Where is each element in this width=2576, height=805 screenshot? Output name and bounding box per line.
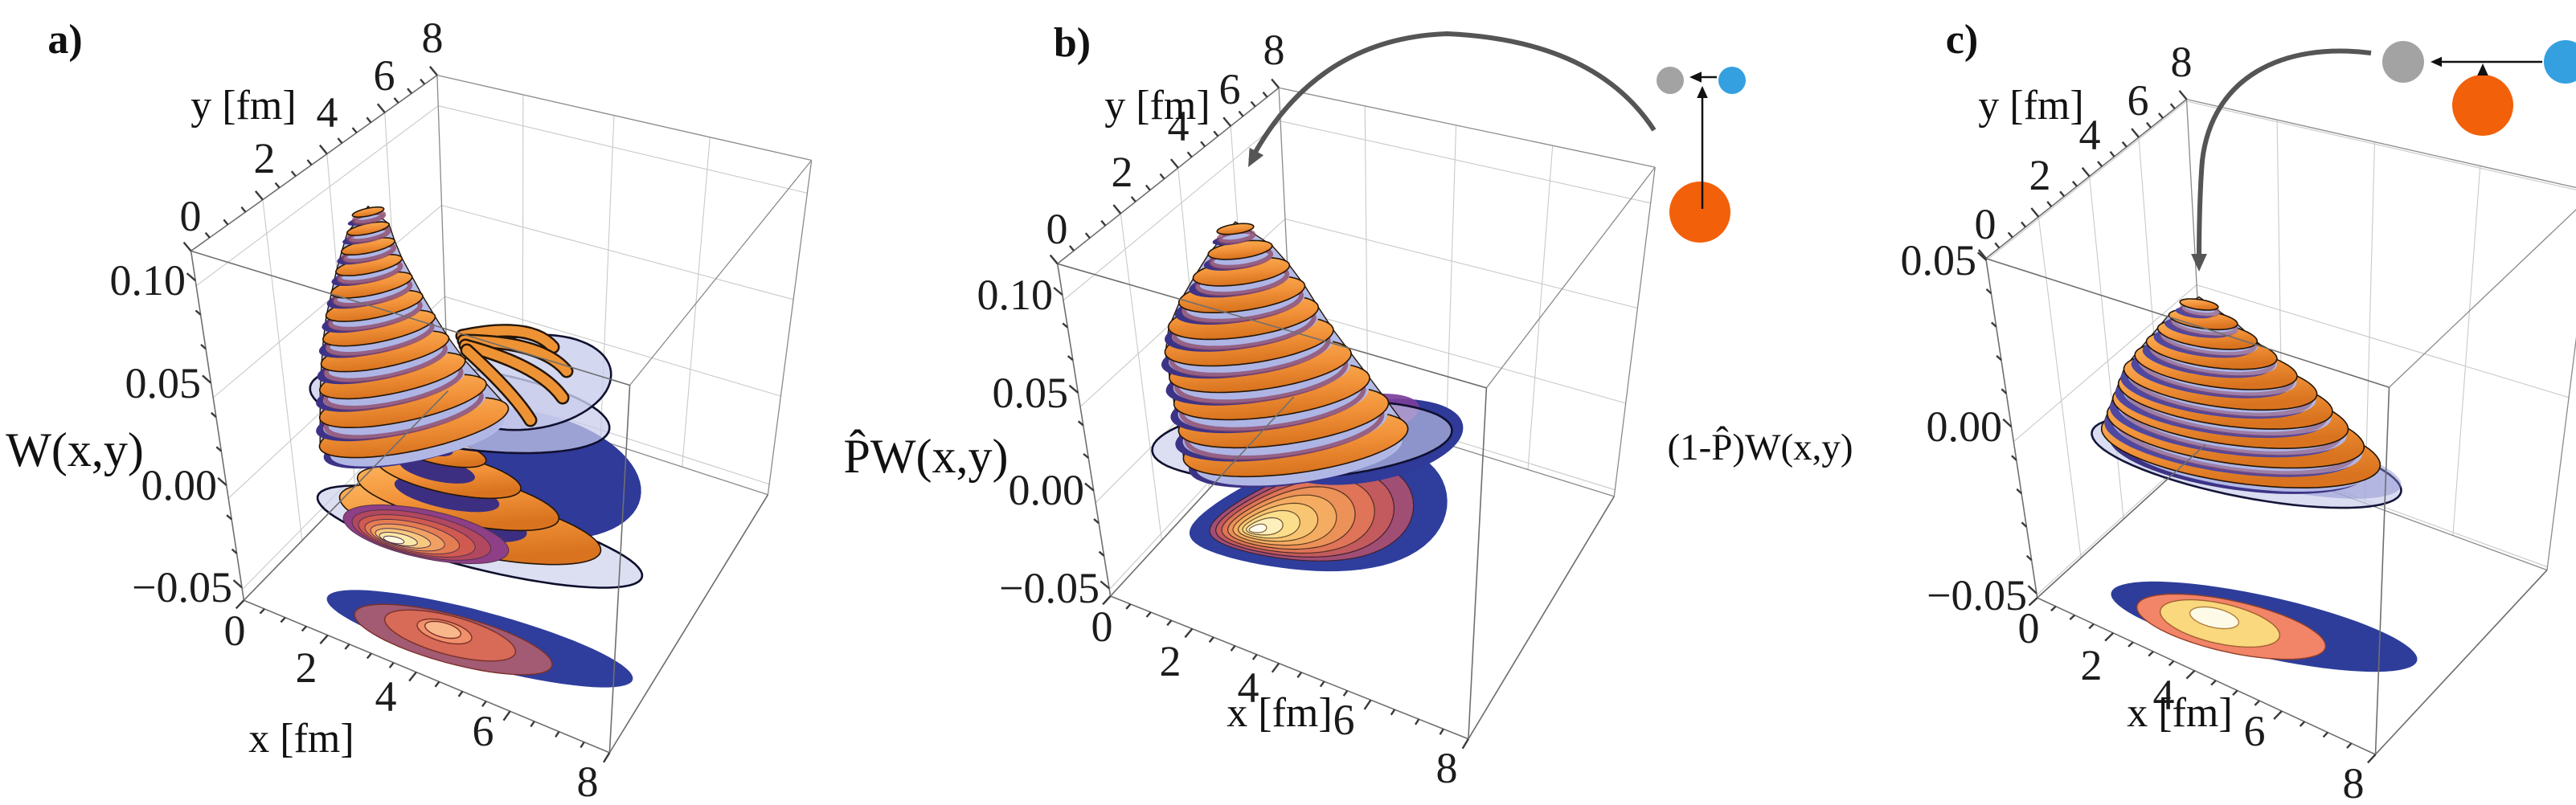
svg-text:0.10: 0.10 <box>110 256 186 304</box>
svg-text:0: 0 <box>1046 205 1068 253</box>
svg-text:4: 4 <box>375 672 397 721</box>
svg-text:c): c) <box>1946 17 1978 63</box>
svg-text:0: 0 <box>180 192 202 240</box>
svg-text:8: 8 <box>1436 744 1458 792</box>
svg-text:8: 8 <box>1263 26 1285 74</box>
svg-text:2: 2 <box>1160 637 1182 685</box>
svg-text:0.00: 0.00 <box>1927 402 2003 451</box>
svg-text:8: 8 <box>577 758 599 801</box>
svg-text:b): b) <box>1054 20 1091 66</box>
svg-text:6: 6 <box>2244 707 2266 755</box>
svg-text:8: 8 <box>2343 759 2365 801</box>
svg-text:−0.05: −0.05 <box>132 563 232 611</box>
svg-text:0.00: 0.00 <box>1009 466 1085 514</box>
svg-text:x [fm]: x [fm] <box>248 716 354 762</box>
svg-text:P̂W(x,y): P̂W(x,y) <box>844 430 1009 483</box>
svg-text:x [fm]: x [fm] <box>2127 690 2232 736</box>
svg-text:6: 6 <box>473 707 494 755</box>
svg-text:−0.05: −0.05 <box>1927 571 2027 619</box>
svg-text:2: 2 <box>296 644 317 692</box>
svg-text:y [fm]: y [fm] <box>1978 83 2083 129</box>
svg-text:6: 6 <box>2128 76 2149 125</box>
svg-text:6: 6 <box>1219 65 1241 113</box>
svg-text:y [fm]: y [fm] <box>190 83 296 129</box>
svg-text:0.05: 0.05 <box>1901 236 1977 284</box>
svg-text:8: 8 <box>422 14 444 62</box>
svg-text:2: 2 <box>2029 151 2051 199</box>
svg-text:4: 4 <box>317 88 338 137</box>
svg-text:x [fm]: x [fm] <box>1227 690 1332 736</box>
svg-text:0.10: 0.10 <box>977 271 1054 319</box>
svg-text:0.05: 0.05 <box>993 369 1069 417</box>
svg-text:6: 6 <box>374 51 395 100</box>
svg-text:6: 6 <box>1333 696 1355 744</box>
svg-text:−0.05: −0.05 <box>999 564 1100 612</box>
svg-text:0: 0 <box>224 607 246 655</box>
svg-text:0.00: 0.00 <box>141 461 218 509</box>
svg-text:(1-P̂)W(x,y): (1-P̂)W(x,y) <box>1667 426 1853 468</box>
svg-text:2: 2 <box>1112 148 1133 196</box>
svg-text:2: 2 <box>2081 641 2103 689</box>
svg-text:a): a) <box>47 17 82 63</box>
svg-text:8: 8 <box>2171 38 2193 86</box>
svg-text:0: 0 <box>1975 200 1997 248</box>
svg-text:W(x,y): W(x,y) <box>6 423 144 476</box>
svg-text:2: 2 <box>254 134 276 182</box>
svg-text:0.05: 0.05 <box>125 359 202 407</box>
svg-text:y [fm]: y [fm] <box>1104 83 1210 129</box>
